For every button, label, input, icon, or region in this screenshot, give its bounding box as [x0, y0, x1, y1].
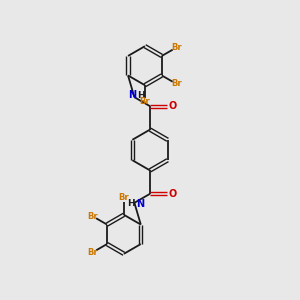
Text: H: H: [137, 91, 145, 100]
Text: Br: Br: [171, 80, 181, 88]
Text: Br: Br: [118, 194, 129, 202]
Text: Br: Br: [87, 248, 98, 257]
Text: Br: Br: [87, 212, 98, 220]
Text: O: O: [168, 101, 176, 111]
Text: H: H: [127, 199, 135, 208]
Text: N: N: [128, 90, 137, 100]
Text: N: N: [136, 199, 144, 209]
Text: O: O: [168, 189, 176, 199]
Text: Br: Br: [140, 98, 150, 106]
Text: Br: Br: [171, 43, 181, 52]
